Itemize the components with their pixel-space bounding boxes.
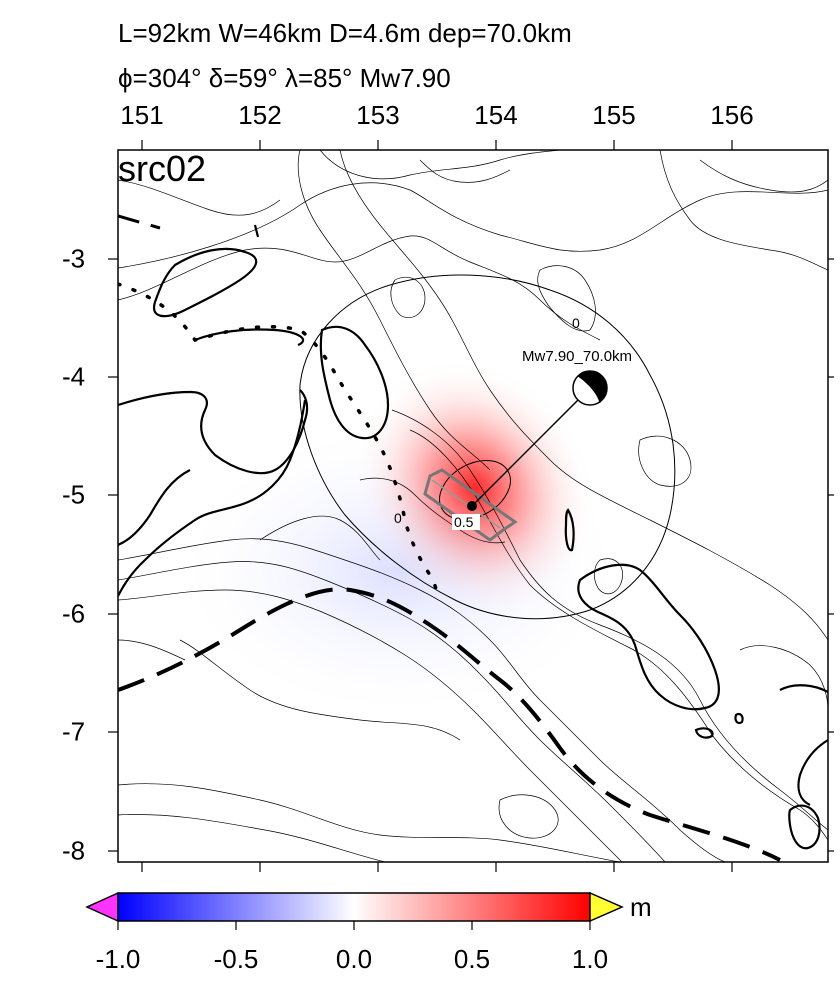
coastlines (118, 224, 828, 850)
colorbar-over-triangle (589, 891, 624, 923)
colorbar-tick-label: -0.5 (213, 944, 259, 974)
trench-lines (118, 214, 781, 862)
colorbar (85, 891, 624, 930)
x-tick-label: 151 (120, 100, 164, 130)
map-frame (117, 149, 829, 863)
y-tick-label: -8 (62, 835, 86, 866)
contour-label: 0 (572, 315, 580, 331)
y-tick-label: -6 (62, 598, 86, 629)
contour-label-box (452, 514, 480, 530)
contour-label: 0.5 (454, 514, 474, 530)
x-tick-label: 155 (592, 100, 636, 130)
colorbar-tick-label: 1.0 (571, 944, 609, 974)
colorbar-tick-label: -1.0 (95, 944, 141, 974)
y-tick-label: -7 (62, 716, 86, 747)
contour-label: 0 (394, 510, 402, 526)
focal-mechanism-line: ϕ=304° δ=59° λ=85° Mw7.90 (118, 63, 451, 93)
y-tick-label: -4 (62, 361, 86, 392)
x-tick-label: 156 (710, 100, 754, 130)
x-tick-label: 154 (474, 100, 518, 130)
colorbar-tick-label: 0.0 (335, 944, 373, 974)
colorbar-unit: m (630, 892, 652, 922)
y-tick-label: -5 (62, 479, 86, 510)
y-tick-label: -3 (62, 243, 86, 274)
fault-plane (423, 468, 518, 542)
uplift-shading (353, 359, 597, 617)
colorbar-tick-label: 0.5 (453, 944, 491, 974)
colorbar-under-triangle (85, 891, 119, 923)
x-tick-label: 152 (238, 100, 282, 130)
axis-ticks (108, 140, 834, 872)
x-tick-label: 153 (356, 100, 400, 130)
colorbar-gradient (117, 892, 591, 922)
beachball-icon (572, 370, 608, 406)
bathymetry-contours (118, 150, 828, 862)
fault-parameters-line: L=92km W=46km D=4.6m dep=70.0km (118, 18, 572, 48)
epicenter-marker (467, 501, 477, 511)
source-label: src02 (118, 148, 207, 189)
epicenter-connector (471, 387, 591, 507)
beachball-label: Mw7.90_70.0km (522, 348, 633, 365)
